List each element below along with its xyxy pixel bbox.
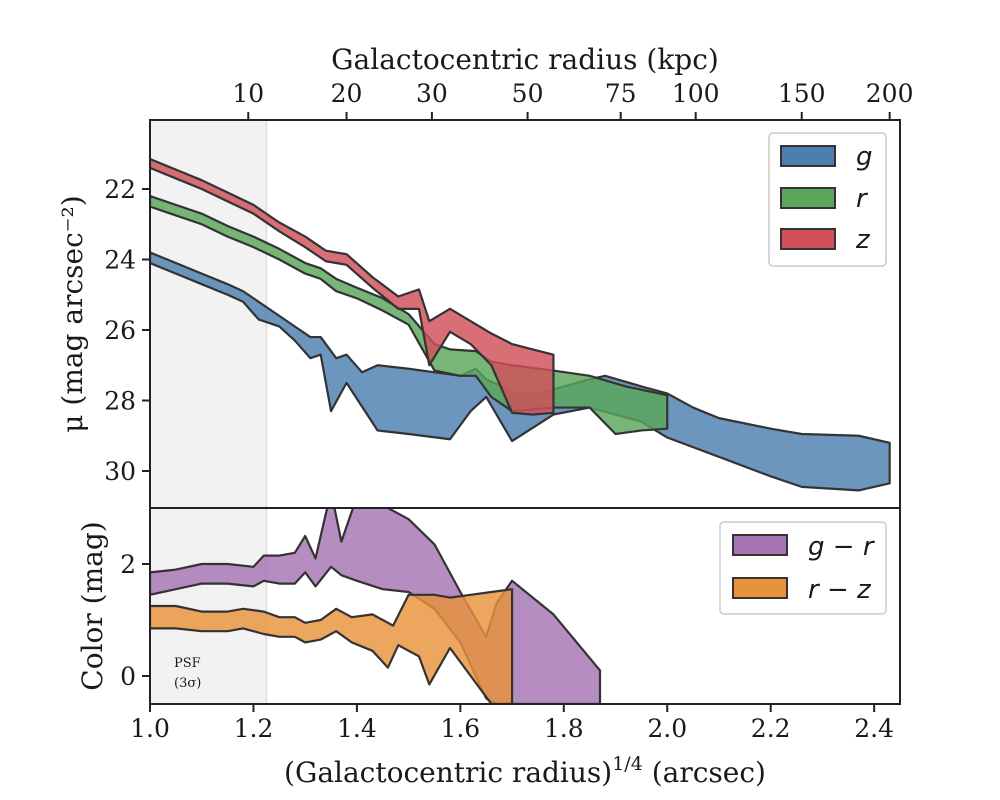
- top-x-tick-label: 50: [512, 79, 544, 108]
- y-axis-title-color: Color (mag): [76, 521, 109, 690]
- top-x-tick-label: 200: [866, 79, 914, 108]
- psf-label: PSF: [174, 656, 201, 671]
- x-tick-label: 1.0: [130, 714, 170, 743]
- top-x-tick-label: 30: [416, 79, 448, 108]
- legend-color: g − r r − z: [719, 521, 887, 615]
- top-x-axis-title: Galactocentric radius (kpc): [331, 43, 719, 76]
- x-tick-label: 1.8: [544, 714, 584, 743]
- x-axis-title: (Galactocentric radius)1/4 (arcsec): [284, 753, 766, 789]
- color-y-tick-label: 2: [120, 550, 136, 579]
- top-x-tick-label: 10: [232, 79, 264, 108]
- legend-swatch-g: [780, 145, 836, 167]
- top-x-tick-label: 150: [778, 79, 826, 108]
- legend-swatch-z: [780, 228, 836, 250]
- color-y-tick-label: 0: [120, 662, 136, 691]
- y-tick-label: 30: [104, 457, 136, 486]
- legend-swatch-r: [780, 187, 836, 209]
- top-x-tick-label: 75: [605, 79, 637, 108]
- x-tick-label: 2.2: [751, 714, 791, 743]
- legend-label-r: r: [856, 184, 869, 214]
- legend-swatch-g-minus-r: [732, 534, 788, 556]
- legend-surface-brightness: g r z: [768, 132, 887, 267]
- surface-brightness-bands: [150, 157, 891, 492]
- legend-swatch-r-minus-z: [732, 577, 788, 599]
- psf-region-top: [150, 120, 267, 508]
- y-tick-label: 24: [104, 246, 136, 275]
- legend-label-z: z: [855, 225, 871, 255]
- surface-brightness-band-z: [150, 157, 555, 416]
- axis-ticks: 1.0 1.2 1.4 1.6 1.8 2.0 2.2 2.410 20 30 50 75 100 150…: [104, 79, 913, 743]
- y-tick-label: 28: [104, 387, 136, 416]
- x-tick-label: 1.2: [234, 714, 274, 743]
- top-x-tick-label: 20: [331, 79, 363, 108]
- psf-sigma-label: (3σ): [174, 676, 201, 691]
- legend-label-g: g: [856, 142, 873, 172]
- y-tick-label: 26: [104, 316, 136, 345]
- color-bands: [150, 508, 602, 704]
- legend-label-r-minus-z: r − z: [808, 575, 872, 605]
- top-x-tick-label: 100: [672, 79, 720, 108]
- surface-brightness-band-g: [150, 251, 891, 492]
- y-axis-title-surface-brightness: μ (mag arcsec⁻²): [56, 195, 89, 432]
- legend-label-g-minus-r: g − r: [808, 532, 876, 562]
- x-tick-label: 2.4: [854, 714, 894, 743]
- x-tick-label: 1.6: [440, 714, 480, 743]
- bottom-panel-frame: [149, 507, 901, 705]
- y-tick-label: 22: [104, 175, 136, 204]
- x-tick-label: 1.4: [337, 714, 377, 743]
- color-band-rz: [150, 588, 514, 704]
- x-tick-label: 2.0: [647, 714, 687, 743]
